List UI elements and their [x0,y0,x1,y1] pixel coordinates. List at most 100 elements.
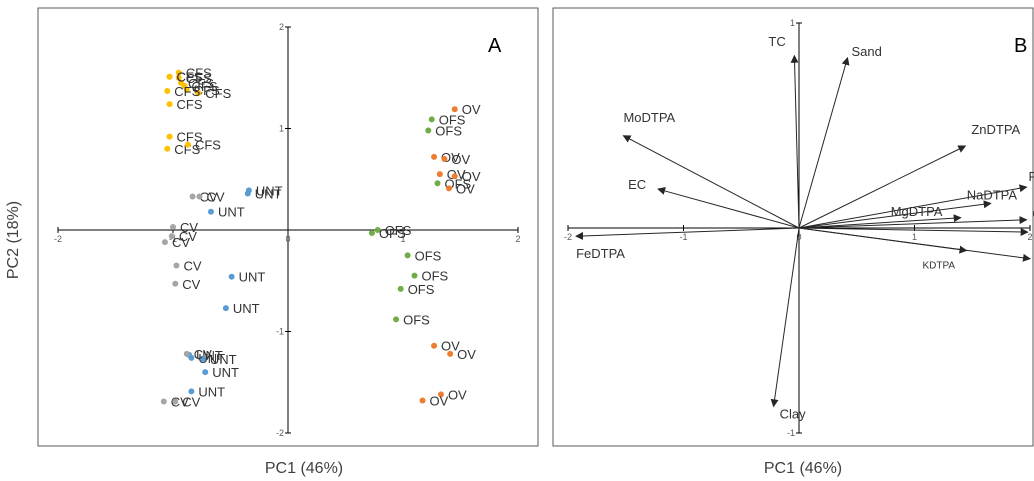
score-point-cfs [195,89,202,96]
score-point-ov [451,173,458,180]
score-point-ofs [434,180,441,187]
y-tick-label: -2 [276,428,284,438]
score-point-label: OFS [408,282,435,297]
score-point-ofs [368,230,375,237]
score-point-cfs [164,87,171,94]
plot-frame [37,7,539,447]
loading-label: Sand [852,44,882,59]
pca-scores-chart: -2 -1 0 1 2-2-112 CFSCFSCFSCFSCFSCFSCFSCFSCF… [5,7,539,477]
score-point-label: CFS [205,86,231,101]
tick-labels: -2 -1 0 1 2 -1 1 [564,18,1033,438]
score-point-unt [222,305,229,312]
score-point-cfs [175,69,182,76]
pca-scores-panel: -2 -1 0 1 2 -2 -1 1 2 CFS CFS CFS CFS CFS CFS CFS CFS CF… [5,7,539,477]
score-point-ofs [428,116,435,123]
score-point-cv [168,233,175,240]
loading-arrow-zndtpa [798,145,967,229]
y-axis-title: PC2 (18%) [5,201,22,279]
x-tick-label: -1 [169,234,177,244]
loading-label: POlsen [1029,169,1034,184]
score-point-label: OV [451,152,470,167]
score-point-label: UNT [198,351,225,366]
score-point-cv [183,350,190,357]
score-point-label: CFS [177,70,203,85]
score-point-cfs [175,74,182,81]
score-point-cv [173,262,180,269]
score-point-label: CV [179,229,197,244]
score-point-cfs [184,141,191,148]
score-point-label: CFS [174,142,200,157]
score-point-label: UNT [255,186,282,201]
score-point-label: CFS [177,70,203,85]
plot-frame [552,7,1034,447]
loading-label: MoDTPA [623,110,675,125]
score-point-ov [446,185,452,192]
score-point-label: UNT [256,183,283,198]
y-tick-label: 2 [279,22,284,32]
score-point-label: OV [441,339,460,354]
score-point-ofs [425,127,432,134]
x-tick-label: 2 [1027,232,1032,242]
score-point-cfs [166,73,173,80]
score-point-label: OV [430,394,449,409]
loading-label: FeDTPA [576,246,625,261]
y-tick-label: 1 [279,124,284,134]
loading-label: NaDTPA [967,187,1018,202]
score-point-cv [160,398,167,405]
score-point-label: UNT [233,301,260,316]
score-point-label: OV [456,181,475,196]
loading-arrow-clay [770,227,800,408]
loading-arrow-oc [798,216,1028,229]
score-point-label: UNT [218,205,245,220]
x-tick-label: 1 [912,232,917,242]
y-tick-label: 1 [790,18,795,28]
score-point-unt [207,208,214,215]
loading-arrow-tc [790,54,800,229]
x-tick-label: -2 [54,234,62,244]
y-tick-label: -1 [276,327,284,337]
score-point-label: CFS [177,130,203,145]
score-point-cv [172,280,179,287]
loading-arrow-cadtpa [798,227,1029,236]
score-point-label: OFS [439,112,466,127]
x-tick-label: 1 [400,234,405,244]
score-point-unt [188,388,195,395]
score-point-cv [161,239,168,246]
panel-label: B [1014,35,1027,57]
score-point-ov [441,155,448,162]
score-point-label: CFS [177,97,203,112]
loading-label: TC [768,34,785,49]
score-point-label: OV [462,169,481,184]
score-point-ofs [374,227,381,233]
loading-label: OC [1033,206,1034,221]
loading-arrow-modtpa [622,135,800,229]
score-point-ov [431,153,438,160]
score-point-ov [447,350,454,357]
score-point-ofs [393,316,400,323]
score-point-label: CV [182,395,200,410]
score-point-ofs [404,252,411,259]
loading-label: ZnDTPA [971,122,1020,137]
score-point-label: UNT [210,352,237,367]
x-tick-label: 2 [515,234,520,244]
score-point-cv [172,398,179,405]
panel-label: A [488,35,502,57]
score-point-label: OFS [385,223,412,238]
loading-arrow-mgdtpa [798,214,962,229]
x-axis-title: PC1 (46%) [764,460,842,477]
score-point-cv [189,193,196,200]
score-point-ov [437,391,444,398]
score-point-label: UNT [239,270,266,285]
score-point-unt [188,354,195,361]
score-point-ofs [411,272,418,279]
axes [57,26,519,434]
score-point-label: OFS [422,269,449,284]
y-tick-label: -1 [787,428,795,438]
score-point-cv [170,223,176,230]
score-point-label: OV [462,102,481,117]
score-point-label: CFS [195,138,221,153]
score-point-unt [199,355,206,362]
x-tick-label: 0 [285,234,290,244]
score-point-unt [245,187,252,194]
score-point-label: OFS [379,226,406,241]
